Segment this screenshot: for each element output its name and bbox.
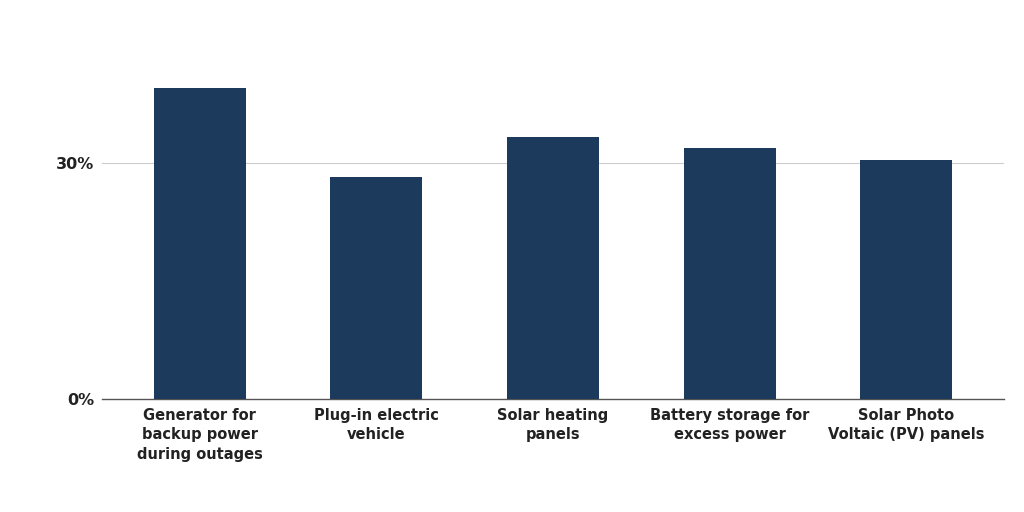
Bar [331,177,422,399]
Bar [507,137,599,399]
Bar [684,148,775,399]
Bar [154,88,246,399]
Bar [860,160,952,399]
